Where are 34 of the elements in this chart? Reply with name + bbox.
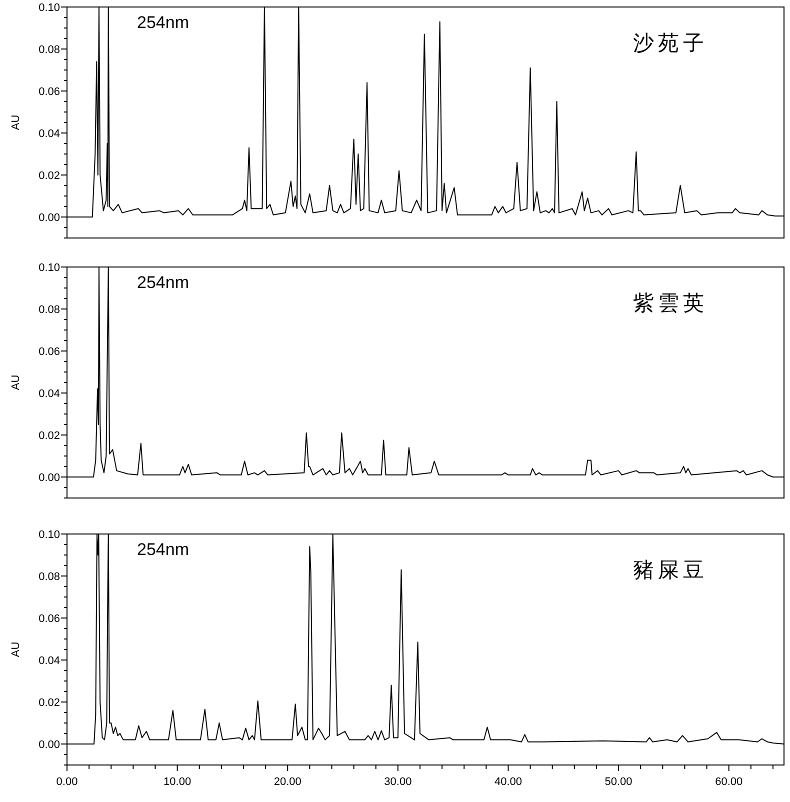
text: 紫雲英	[633, 291, 708, 315]
text: 豬屎豆	[633, 558, 708, 582]
y-tick-label: 0.00	[38, 472, 60, 484]
x-tick-label: 10.00	[164, 776, 192, 788]
x-tick-label: 30.00	[384, 776, 412, 788]
y-tick-label: 0.02	[38, 430, 60, 442]
y-tick-label: 0.08	[38, 571, 60, 583]
x-tick-label: 50.00	[604, 776, 632, 788]
y-tick-label: 0.00	[38, 739, 60, 751]
annotation: 254nm	[137, 540, 189, 559]
y-tick-label: 0.04	[38, 128, 60, 140]
text: 沙苑子	[633, 31, 708, 55]
y-axis-title: AU	[10, 374, 22, 390]
x-tick-label: 0.00	[56, 776, 78, 788]
y-tick-label: 0.08	[38, 304, 60, 316]
x-tick-label: 20.00	[274, 776, 302, 788]
y-tick-label: 0.02	[38, 170, 60, 182]
annotation: 254nm	[137, 13, 189, 32]
y-tick-label: 0.06	[38, 86, 60, 98]
y-tick-label: 0.10	[38, 529, 60, 541]
y-tick-label: 0.02	[38, 697, 60, 709]
x-tick-label: 60.00	[715, 776, 743, 788]
y-tick-label: 0.10	[38, 262, 60, 274]
y-tick-label: 0.04	[38, 388, 60, 400]
x-tick-label: 40.00	[494, 776, 522, 788]
y-tick-label: 0.10	[38, 2, 60, 14]
y-axis-title: AU	[10, 114, 22, 130]
y-tick-label: 0.06	[38, 613, 60, 625]
y-tick-label: 0.08	[38, 44, 60, 56]
annotation: 254nm	[137, 273, 189, 292]
y-tick-label: 0.04	[38, 655, 60, 667]
y-axis-title: AU	[10, 642, 22, 658]
y-tick-label: 0.00	[38, 212, 60, 224]
y-tick-label: 0.06	[38, 346, 60, 358]
